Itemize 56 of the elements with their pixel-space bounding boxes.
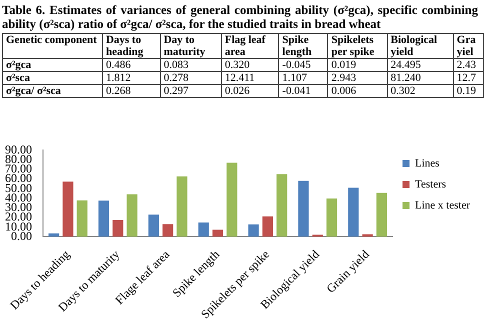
bar	[348, 188, 359, 237]
bar	[76, 200, 88, 237]
text: Days to heading	[102, 34, 160, 58]
text: 0.302	[387, 84, 454, 98]
text: -0.041	[278, 84, 328, 98]
text: Biological yield	[387, 34, 454, 58]
text: 0.083	[160, 58, 222, 72]
bar	[276, 174, 288, 237]
text: Table 6. Estimates of variances of general combining ability (σ²gca), specific combining ability (σ²sca) ratio of σ²gca/ σ²sca, for the studied traits in bread wheat	[1, 2, 479, 33]
text: 1.107	[278, 72, 328, 84]
y-tick-label: 90.00	[5, 142, 32, 156]
bar	[226, 162, 238, 237]
text: Day to maturity	[160, 34, 222, 58]
text: Spikelets per spike	[328, 34, 388, 58]
bar	[112, 220, 124, 237]
text: 0.268	[102, 84, 160, 98]
text: Spike length	[278, 34, 328, 58]
text: σ²gca/ σ²sca	[2, 84, 102, 98]
bar	[162, 224, 174, 237]
bar	[262, 216, 273, 237]
text: σ²sca	[2, 72, 102, 84]
text: 12.411	[221, 72, 279, 84]
bar	[362, 234, 373, 237]
bar	[376, 192, 388, 237]
legend-label: Line x tester	[415, 199, 470, 212]
bar	[248, 224, 259, 237]
bar	[298, 180, 309, 237]
bar	[62, 182, 74, 237]
text: 2.943	[328, 72, 388, 84]
bar	[176, 176, 188, 237]
text: 0.320	[221, 58, 279, 72]
text: 81.240	[387, 72, 454, 84]
legend-label: Testers	[415, 178, 446, 190]
text: 1.812	[102, 72, 160, 84]
text: 0.026	[221, 84, 279, 98]
text: 0.19	[453, 84, 484, 98]
text: 12.7	[453, 72, 484, 84]
text: 2.43	[453, 58, 484, 72]
text: Gra yiel	[453, 34, 484, 58]
text: Genetic component	[2, 34, 102, 58]
bar	[326, 198, 338, 237]
text: 24.495	[387, 58, 454, 72]
text: 0.019	[328, 58, 388, 72]
text: 0.297	[160, 84, 222, 98]
bar	[98, 200, 110, 237]
text: σ²gca	[2, 58, 102, 72]
bar	[212, 230, 224, 237]
legend-label: Lines	[415, 157, 440, 170]
bar	[126, 194, 138, 237]
text: 0.006	[328, 84, 388, 98]
text: -0.045	[278, 58, 328, 72]
text: 0.486	[102, 58, 160, 72]
bar	[198, 222, 209, 237]
text: Flag leaf area	[221, 34, 279, 58]
bar	[148, 214, 159, 237]
text: 0.278	[160, 72, 222, 84]
